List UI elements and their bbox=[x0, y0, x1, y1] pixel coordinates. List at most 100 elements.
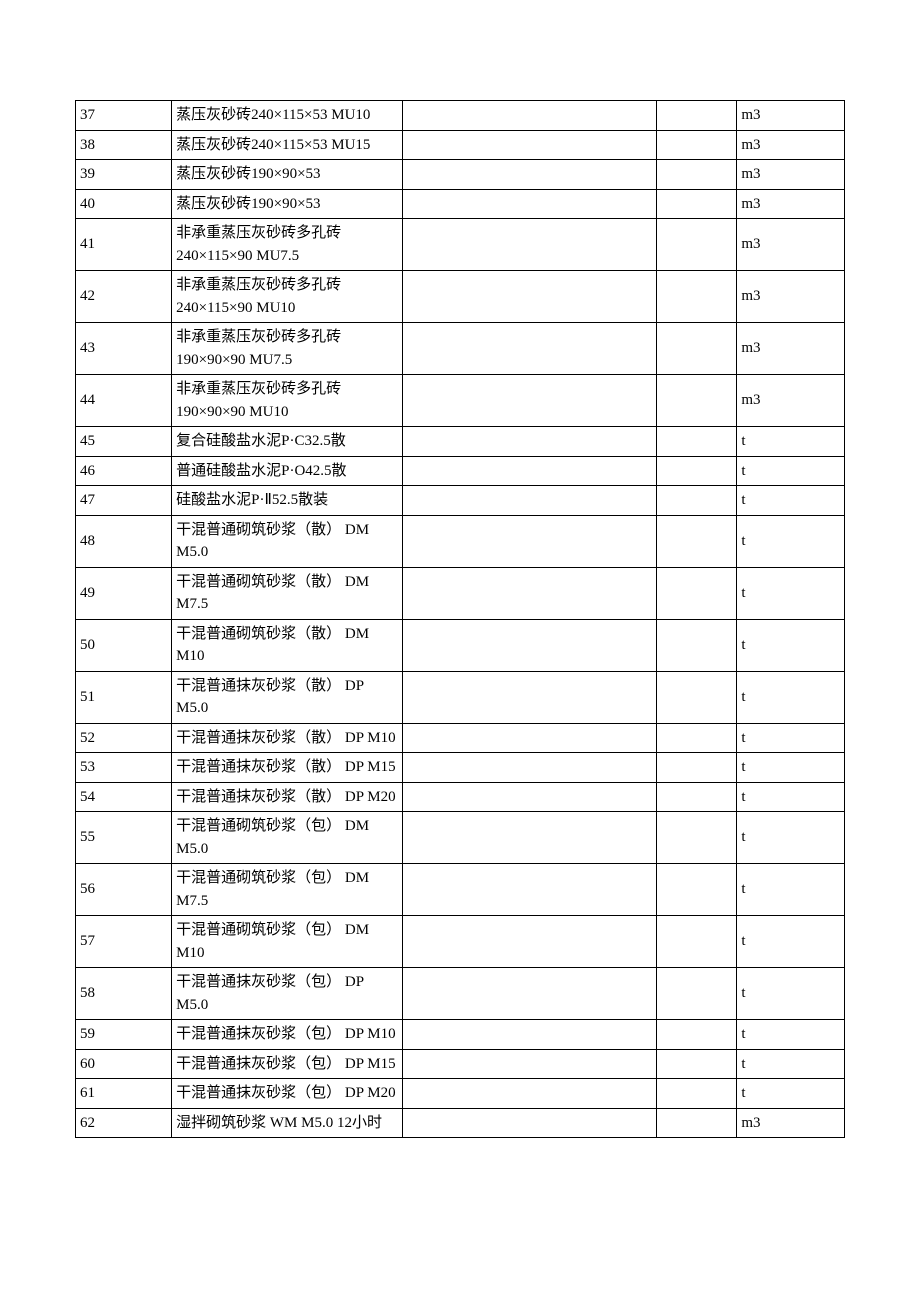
table-row: 58干混普通抹灰砂浆（包） DP M5.0 t bbox=[76, 968, 845, 1020]
row-number: 48 bbox=[76, 515, 172, 567]
table-row: 48干混普通砌筑砂浆（散） DM M5.0t bbox=[76, 515, 845, 567]
table-row: 62湿拌砌筑砂浆 WM M5.0 12小时m3 bbox=[76, 1108, 845, 1138]
table-row: 40蒸压灰砂砖190×90×53m3 bbox=[76, 189, 845, 219]
row-unit: t bbox=[737, 486, 845, 516]
row-col3 bbox=[402, 812, 656, 864]
row-description: 蒸压灰砂砖240×115×53 MU15 bbox=[172, 130, 403, 160]
table-row: 61干混普通抹灰砂浆（包） DP M20t bbox=[76, 1079, 845, 1109]
row-description: 干混普通砌筑砂浆（包） DM M7.5 bbox=[172, 864, 403, 916]
table-row: 51干混普通抹灰砂浆（散） DP M5.0t bbox=[76, 671, 845, 723]
table-row: 52干混普通抹灰砂浆（散） DP M10 t bbox=[76, 723, 845, 753]
row-unit: m3 bbox=[737, 101, 845, 131]
row-unit: t bbox=[737, 753, 845, 783]
row-unit: m3 bbox=[737, 323, 845, 375]
row-description: 复合硅酸盐水泥P·C32.5散 bbox=[172, 427, 403, 457]
table-row: 45复合硅酸盐水泥P·C32.5散t bbox=[76, 427, 845, 457]
row-description: 干混普通砌筑砂浆（散） DM M10 bbox=[172, 619, 403, 671]
table-row: 53干混普通抹灰砂浆（散） DP M15 t bbox=[76, 753, 845, 783]
row-col3 bbox=[402, 427, 656, 457]
table-row: 43非承重蒸压灰砂砖多孔砖190×90×90 MU7.5m3 bbox=[76, 323, 845, 375]
row-unit: t bbox=[737, 1079, 845, 1109]
row-col4 bbox=[656, 323, 737, 375]
row-col3 bbox=[402, 619, 656, 671]
row-unit: t bbox=[737, 1020, 845, 1050]
row-number: 49 bbox=[76, 567, 172, 619]
row-number: 55 bbox=[76, 812, 172, 864]
table-row: 55干混普通砌筑砂浆（包） DM M5.0t bbox=[76, 812, 845, 864]
row-col4 bbox=[656, 782, 737, 812]
row-unit: t bbox=[737, 782, 845, 812]
row-col4 bbox=[656, 515, 737, 567]
row-unit: t bbox=[737, 968, 845, 1020]
row-unit: t bbox=[737, 1049, 845, 1079]
row-col3 bbox=[402, 219, 656, 271]
row-col3 bbox=[402, 456, 656, 486]
row-description: 干混普通砌筑砂浆（包） DM M5.0 bbox=[172, 812, 403, 864]
row-unit: m3 bbox=[737, 130, 845, 160]
row-number: 54 bbox=[76, 782, 172, 812]
row-unit: t bbox=[737, 671, 845, 723]
row-number: 45 bbox=[76, 427, 172, 457]
row-number: 43 bbox=[76, 323, 172, 375]
table-row: 46普通硅酸盐水泥P·O42.5散t bbox=[76, 456, 845, 486]
table-body: 37蒸压灰砂砖240×115×53 MU10 m3 38蒸压灰砂砖240×115×5… bbox=[76, 101, 845, 1138]
row-col3 bbox=[402, 1108, 656, 1138]
row-unit: t bbox=[737, 916, 845, 968]
table-row: 57干混普通砌筑砂浆（包） DM M10t bbox=[76, 916, 845, 968]
row-unit: m3 bbox=[737, 1108, 845, 1138]
row-description: 非承重蒸压灰砂砖多孔砖240×115×90 MU10 bbox=[172, 271, 403, 323]
row-col3 bbox=[402, 271, 656, 323]
table-row: 59干混普通抹灰砂浆（包） DP M10t bbox=[76, 1020, 845, 1050]
materials-table: 37蒸压灰砂砖240×115×53 MU10 m3 38蒸压灰砂砖240×115×5… bbox=[75, 100, 845, 1138]
row-col4 bbox=[656, 130, 737, 160]
row-number: 41 bbox=[76, 219, 172, 271]
table-row: 39蒸压灰砂砖190×90×53m3 bbox=[76, 160, 845, 190]
row-number: 39 bbox=[76, 160, 172, 190]
row-number: 51 bbox=[76, 671, 172, 723]
row-col3 bbox=[402, 916, 656, 968]
row-unit: t bbox=[737, 723, 845, 753]
row-description: 干混普通抹灰砂浆（散） DP M15 bbox=[172, 753, 403, 783]
table-row: 60干混普通抹灰砂浆（包） DP M15t bbox=[76, 1049, 845, 1079]
row-col3 bbox=[402, 101, 656, 131]
row-number: 37 bbox=[76, 101, 172, 131]
table-row: 54干混普通抹灰砂浆（散） DP M20 t bbox=[76, 782, 845, 812]
row-description: 干混普通抹灰砂浆（包） DP M20 bbox=[172, 1079, 403, 1109]
row-number: 59 bbox=[76, 1020, 172, 1050]
row-description: 硅酸盐水泥P·Ⅱ52.5散装 bbox=[172, 486, 403, 516]
row-description: 干混普通抹灰砂浆（散） DP M20 bbox=[172, 782, 403, 812]
row-col4 bbox=[656, 160, 737, 190]
row-number: 62 bbox=[76, 1108, 172, 1138]
table-row: 44非承重蒸压灰砂砖多孔砖190×90×90 MU10m3 bbox=[76, 375, 845, 427]
row-number: 57 bbox=[76, 916, 172, 968]
row-col3 bbox=[402, 160, 656, 190]
row-col3 bbox=[402, 1049, 656, 1079]
row-description: 蒸压灰砂砖190×90×53 bbox=[172, 160, 403, 190]
row-col3 bbox=[402, 486, 656, 516]
row-col4 bbox=[656, 916, 737, 968]
row-col4 bbox=[656, 486, 737, 516]
row-col4 bbox=[656, 723, 737, 753]
row-col3 bbox=[402, 1020, 656, 1050]
row-description: 干混普通抹灰砂浆（包） DP M5.0 bbox=[172, 968, 403, 1020]
row-number: 58 bbox=[76, 968, 172, 1020]
row-col4 bbox=[656, 812, 737, 864]
row-description: 蒸压灰砂砖190×90×53 bbox=[172, 189, 403, 219]
row-col4 bbox=[656, 271, 737, 323]
row-description: 干混普通抹灰砂浆（散） DP M10 bbox=[172, 723, 403, 753]
row-number: 38 bbox=[76, 130, 172, 160]
row-number: 52 bbox=[76, 723, 172, 753]
row-col3 bbox=[402, 567, 656, 619]
table-row: 47硅酸盐水泥P·Ⅱ52.5散装t bbox=[76, 486, 845, 516]
table-row: 37蒸压灰砂砖240×115×53 MU10 m3 bbox=[76, 101, 845, 131]
row-col4 bbox=[656, 189, 737, 219]
row-col3 bbox=[402, 753, 656, 783]
row-col4 bbox=[656, 671, 737, 723]
row-col3 bbox=[402, 323, 656, 375]
row-number: 44 bbox=[76, 375, 172, 427]
table-row: 42非承重蒸压灰砂砖多孔砖240×115×90 MU10m3 bbox=[76, 271, 845, 323]
row-number: 53 bbox=[76, 753, 172, 783]
row-description: 蒸压灰砂砖240×115×53 MU10 bbox=[172, 101, 403, 131]
row-description: 非承重蒸压灰砂砖多孔砖190×90×90 MU10 bbox=[172, 375, 403, 427]
row-col4 bbox=[656, 619, 737, 671]
